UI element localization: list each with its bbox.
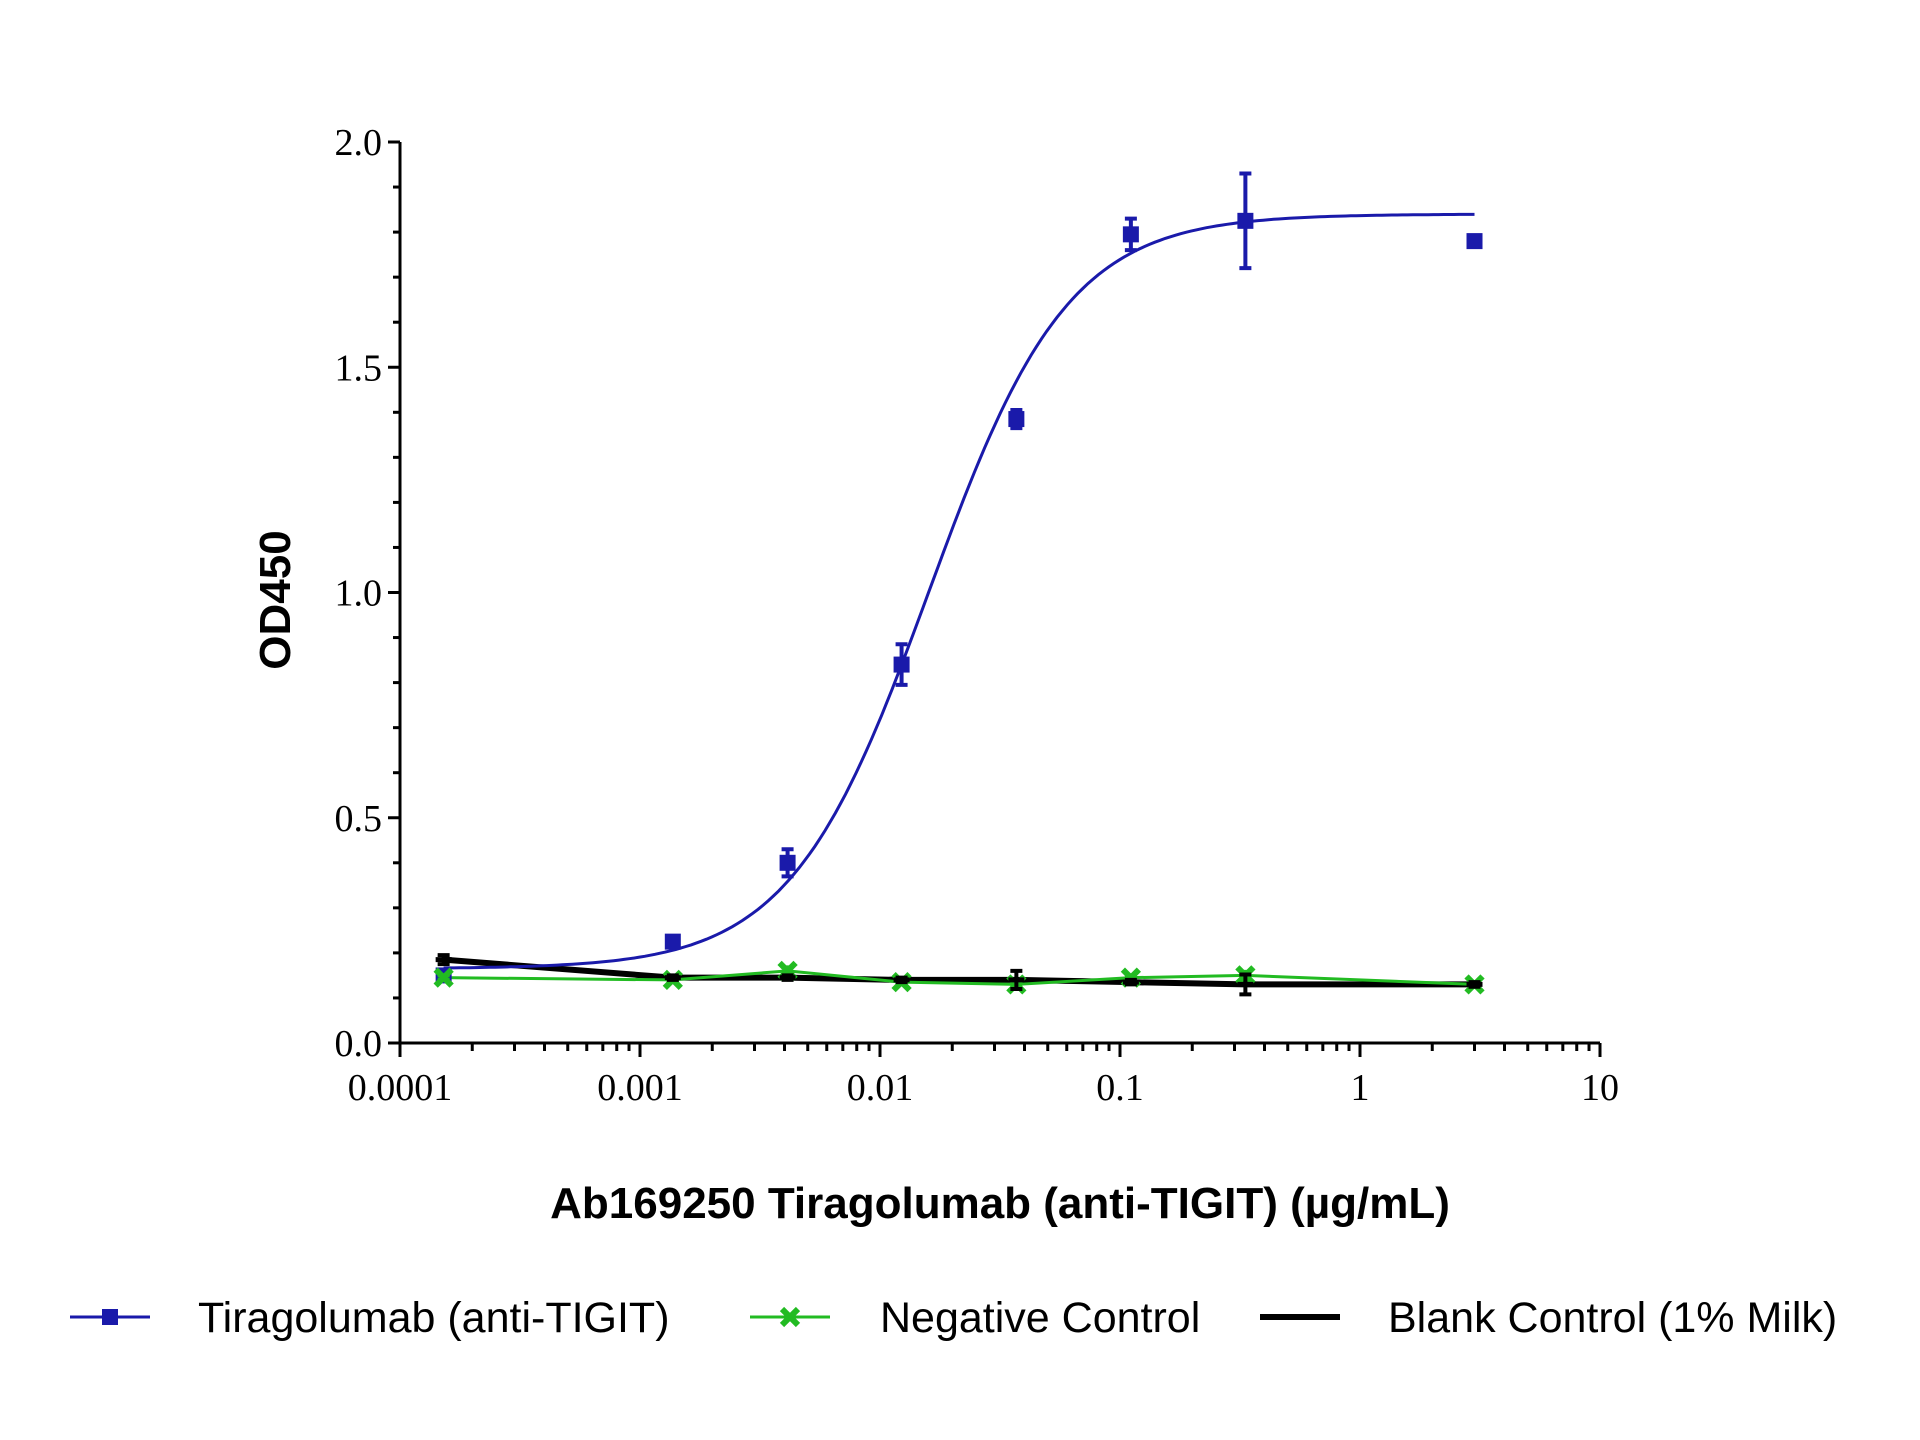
data-point-square: [1008, 411, 1025, 428]
data-point-square: [1466, 233, 1483, 250]
y-tick-label: 0.0: [335, 1023, 383, 1065]
legend-label: Negative Control: [880, 1294, 1200, 1342]
x-tick-label: 1: [1351, 1067, 1370, 1109]
y-tick-label: 1.5: [335, 347, 383, 389]
x-tick-label: 10: [1581, 1067, 1619, 1109]
x-tick-label: 0.0001: [348, 1067, 453, 1109]
fit-curve: [443, 212, 1475, 970]
x-tick-label: 0.01: [847, 1067, 914, 1109]
legend: Tiragolumab (anti-TIGIT) Negative Control…: [70, 1294, 1837, 1342]
x-axis-label: Ab169250 Tiragolumab (anti-TIGIT) (µg/mL…: [550, 1179, 1450, 1228]
y-axis-label: OD450: [251, 530, 300, 669]
data-point-square: [664, 933, 681, 950]
series-line-1: [443, 969, 1475, 986]
data-point-x: [433, 967, 454, 988]
legend-label: Blank Control (1% Milk): [1388, 1294, 1837, 1342]
data-point-square: [102, 1309, 118, 1325]
y-tick-label: 2.0: [335, 122, 383, 164]
x-tick-label: 0.001: [597, 1067, 683, 1109]
data-point-square: [1122, 226, 1139, 243]
data-point-square: [893, 656, 910, 673]
data-point-square: [1237, 212, 1254, 229]
legend-label: Tiragolumab (anti-TIGIT): [198, 1294, 670, 1342]
y-tick-label: 0.5: [335, 798, 383, 840]
y-tick-label: 1.0: [335, 573, 383, 615]
data-point-x: [779, 1306, 801, 1328]
x-tick-label: 0.1: [1096, 1067, 1144, 1109]
data-point-square: [779, 854, 796, 871]
